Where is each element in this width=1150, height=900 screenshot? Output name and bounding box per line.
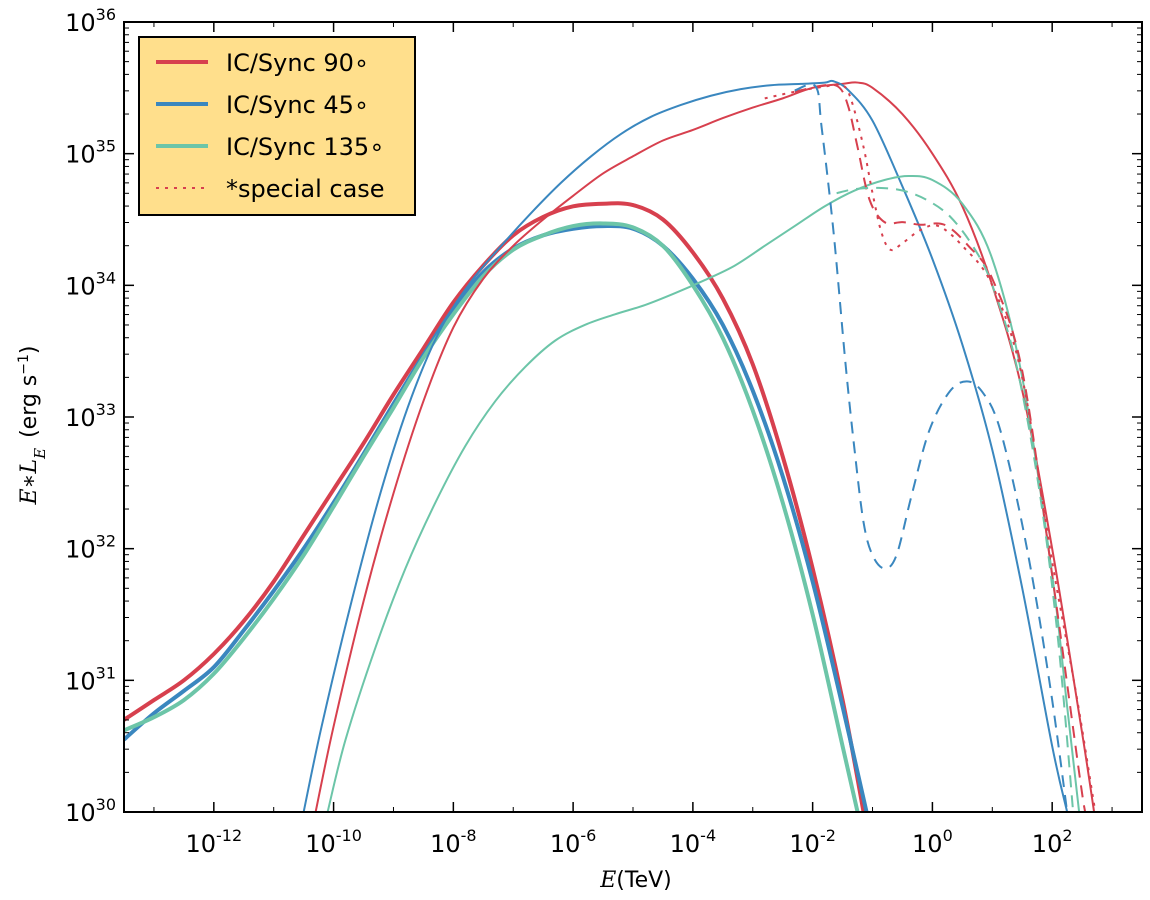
legend-entry: *special case <box>156 175 385 203</box>
x-tick-label: 10-12 <box>185 826 242 858</box>
legend-label-special-case: *special case <box>226 175 385 203</box>
x-tick-label: 10-6 <box>550 826 597 858</box>
y-tick-label: 1030 <box>65 795 116 827</box>
x-tick-label: 102 <box>1032 826 1073 858</box>
legend-label-ic-sync-45: IC/Sync 45∘ <box>226 91 369 119</box>
legend-entry: IC/Sync 45∘ <box>156 91 369 119</box>
legend-label-ic-sync-135: IC/Sync 135∘ <box>226 133 384 161</box>
series-line-sync-90 <box>124 201 866 812</box>
legend-entry: IC/Sync 135∘ <box>156 133 384 161</box>
y-tick-label: 1036 <box>65 5 116 37</box>
y-tick-label: 1035 <box>65 137 116 169</box>
y-axis-label: E∗LE(erg s−1) <box>16 345 49 505</box>
x-tick-label: 10-8 <box>430 826 477 858</box>
y-tick-label: 1031 <box>65 663 116 695</box>
series-line-ic-90-dashed <box>794 83 1087 812</box>
legend-box <box>138 36 416 216</box>
series-line-ic-45 <box>302 79 1069 812</box>
axis-ticks: 10-12 10-10 10-8 10-6 10-4 10-2 100 102 1030 1031… <box>65 5 1142 858</box>
plot-area <box>124 79 1097 812</box>
legend-label-ic-sync-90: IC/Sync 90∘ <box>226 49 369 77</box>
x-tick-label: 10-10 <box>305 826 362 858</box>
series-line-ic-45-dashed <box>794 83 1069 812</box>
x-tick-label: 100 <box>912 826 953 858</box>
series-line-ic-135-dashed <box>836 186 1075 812</box>
series-line-ic-135 <box>326 175 1081 812</box>
x-tick-label: 10-2 <box>789 826 836 858</box>
series-line-sync-135 <box>124 221 860 812</box>
y-tick-label: 1032 <box>65 532 116 564</box>
x-tick-label: 10-4 <box>670 826 717 858</box>
legend: IC/Sync 90∘ IC/Sync 45∘ IC/Sync 135∘ *sp… <box>138 36 416 216</box>
x-axis-label: E(TeV) <box>599 868 672 893</box>
y-tick-label: 1033 <box>65 400 116 432</box>
y-tick-label: 1034 <box>65 268 116 300</box>
legend-entry: IC/Sync 90∘ <box>156 49 369 77</box>
series-line-ic-90-dotted <box>764 83 1097 812</box>
